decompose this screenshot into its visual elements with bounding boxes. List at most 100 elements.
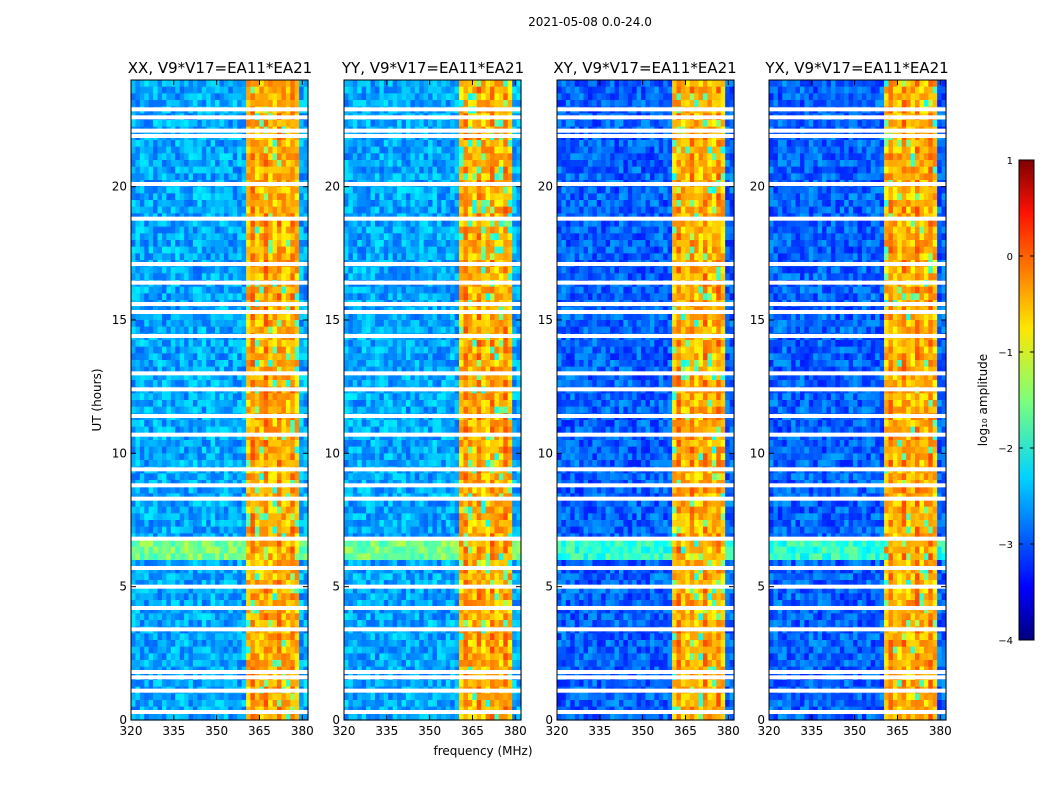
spectrogram-cell (184, 286, 190, 294)
spectrogram-cell (294, 220, 300, 228)
spectrogram-cell (201, 420, 207, 428)
spectrogram-cell (232, 580, 238, 588)
spectrogram-cell (157, 693, 163, 701)
spectrogram-cell (268, 120, 274, 128)
spectrogram-cell (268, 406, 274, 414)
spectrogram-cell (250, 240, 256, 248)
spectrogram-cell (441, 233, 447, 241)
spectrogram-cell (241, 453, 247, 461)
spectrogram-cell (467, 233, 473, 241)
spectrogram-cell (219, 160, 225, 168)
spectrogram-cell (223, 593, 229, 601)
spectrogram-cell (157, 520, 163, 528)
spectrogram-cell (237, 433, 243, 441)
spectrogram-cell (241, 680, 247, 688)
spectrogram-cell (232, 93, 238, 101)
spectrogram-cell (281, 233, 287, 241)
spectrogram-cell (254, 713, 260, 721)
spectrogram-cell (299, 613, 305, 621)
spectrogram-cell (197, 606, 203, 614)
spectrogram-cell (472, 193, 478, 201)
spectrogram-cell (166, 660, 172, 668)
spectrogram-cell (210, 700, 216, 708)
spectrogram-cell (215, 653, 221, 661)
spectrogram-cell (250, 360, 256, 368)
spectrogram-cell (184, 140, 190, 148)
spectrogram-cell (476, 100, 482, 108)
spectrogram-cell (228, 640, 234, 648)
spectrogram-cell (246, 513, 252, 521)
spectrogram-cell (210, 80, 216, 88)
spectrogram-cell (241, 420, 247, 428)
spectrogram-cell (188, 646, 194, 654)
spectrogram-cell (246, 700, 252, 708)
spectrogram-cell (259, 380, 265, 388)
spectrogram-cell (294, 546, 300, 554)
spectrogram-cell (303, 653, 309, 661)
spectrogram-cell (263, 146, 269, 154)
y-tick-label: 0 (119, 713, 127, 727)
spectrogram-cell (268, 166, 274, 174)
panel-title-xx: XX, V9*V17=EA11*EA21 (128, 59, 312, 77)
spectrogram-cell (268, 520, 274, 528)
spectrogram-cell (250, 546, 256, 554)
spectrogram-cell (454, 120, 460, 128)
spectrogram-cell (144, 380, 150, 388)
spectrogram-cell (410, 226, 416, 234)
spectrogram-cell (272, 586, 278, 594)
spectrogram-cell (507, 160, 513, 168)
spectrogram-cell (463, 246, 469, 254)
spectrogram-cell (192, 473, 198, 481)
spectrogram-cell (135, 166, 141, 174)
spectrogram-cell (285, 266, 291, 274)
spectrogram-cell (175, 460, 181, 468)
spectrogram-cell (153, 226, 159, 234)
spectrogram-cell (299, 286, 305, 294)
spectrogram-cell (153, 580, 159, 588)
spectrogram-cell (254, 573, 260, 581)
spectrogram-cell (294, 580, 300, 588)
spectrogram-cell (184, 540, 190, 548)
spectrogram-cell (366, 146, 372, 154)
spectrogram-cell (254, 606, 260, 614)
spectrogram-cell (294, 506, 300, 514)
spectrogram-cell (206, 646, 212, 654)
spectrogram-cell (237, 440, 243, 448)
spectrogram-cell (197, 266, 203, 274)
spectrogram-cell (192, 580, 198, 588)
spectrogram-cell (357, 200, 363, 208)
spectrogram-cell (246, 446, 252, 454)
spectrogram-cell (441, 220, 447, 228)
spectrogram-cell (197, 473, 203, 481)
y-tick-label: 15 (112, 313, 127, 327)
spectrogram-cell (405, 166, 411, 174)
spectrogram-cell (272, 340, 278, 348)
spectrogram-cell (348, 146, 354, 154)
spectrogram-cell (135, 640, 141, 648)
spectrogram-cell (254, 446, 260, 454)
spectrogram-cell (259, 566, 265, 574)
spectrogram-cell (219, 246, 225, 254)
spectrogram-cell (246, 160, 252, 168)
spectrogram-cell (299, 366, 305, 374)
spectrogram-cell (153, 380, 159, 388)
spectrogram-cell (485, 173, 491, 181)
spectrogram-cell (197, 86, 203, 94)
spectrogram-cell (170, 160, 176, 168)
spectrogram-cell (188, 173, 194, 181)
spectrogram-cell (272, 373, 278, 381)
spectrogram-cell (503, 233, 509, 241)
spectrogram-cell (472, 226, 478, 234)
spectrogram-cell (197, 240, 203, 248)
spectrogram-cell (228, 653, 234, 661)
spectrogram-cell (215, 206, 221, 214)
spectrogram-cell (277, 326, 283, 334)
spectrogram-cell (157, 546, 163, 554)
spectrogram-cell (472, 186, 478, 194)
spectrogram-cell (272, 426, 278, 434)
spectrogram-cell (303, 640, 309, 648)
spectrogram-cell (210, 520, 216, 528)
spectrogram-cell (206, 546, 212, 554)
spectrogram-cell (383, 233, 389, 241)
spectrogram-cell (459, 166, 465, 174)
